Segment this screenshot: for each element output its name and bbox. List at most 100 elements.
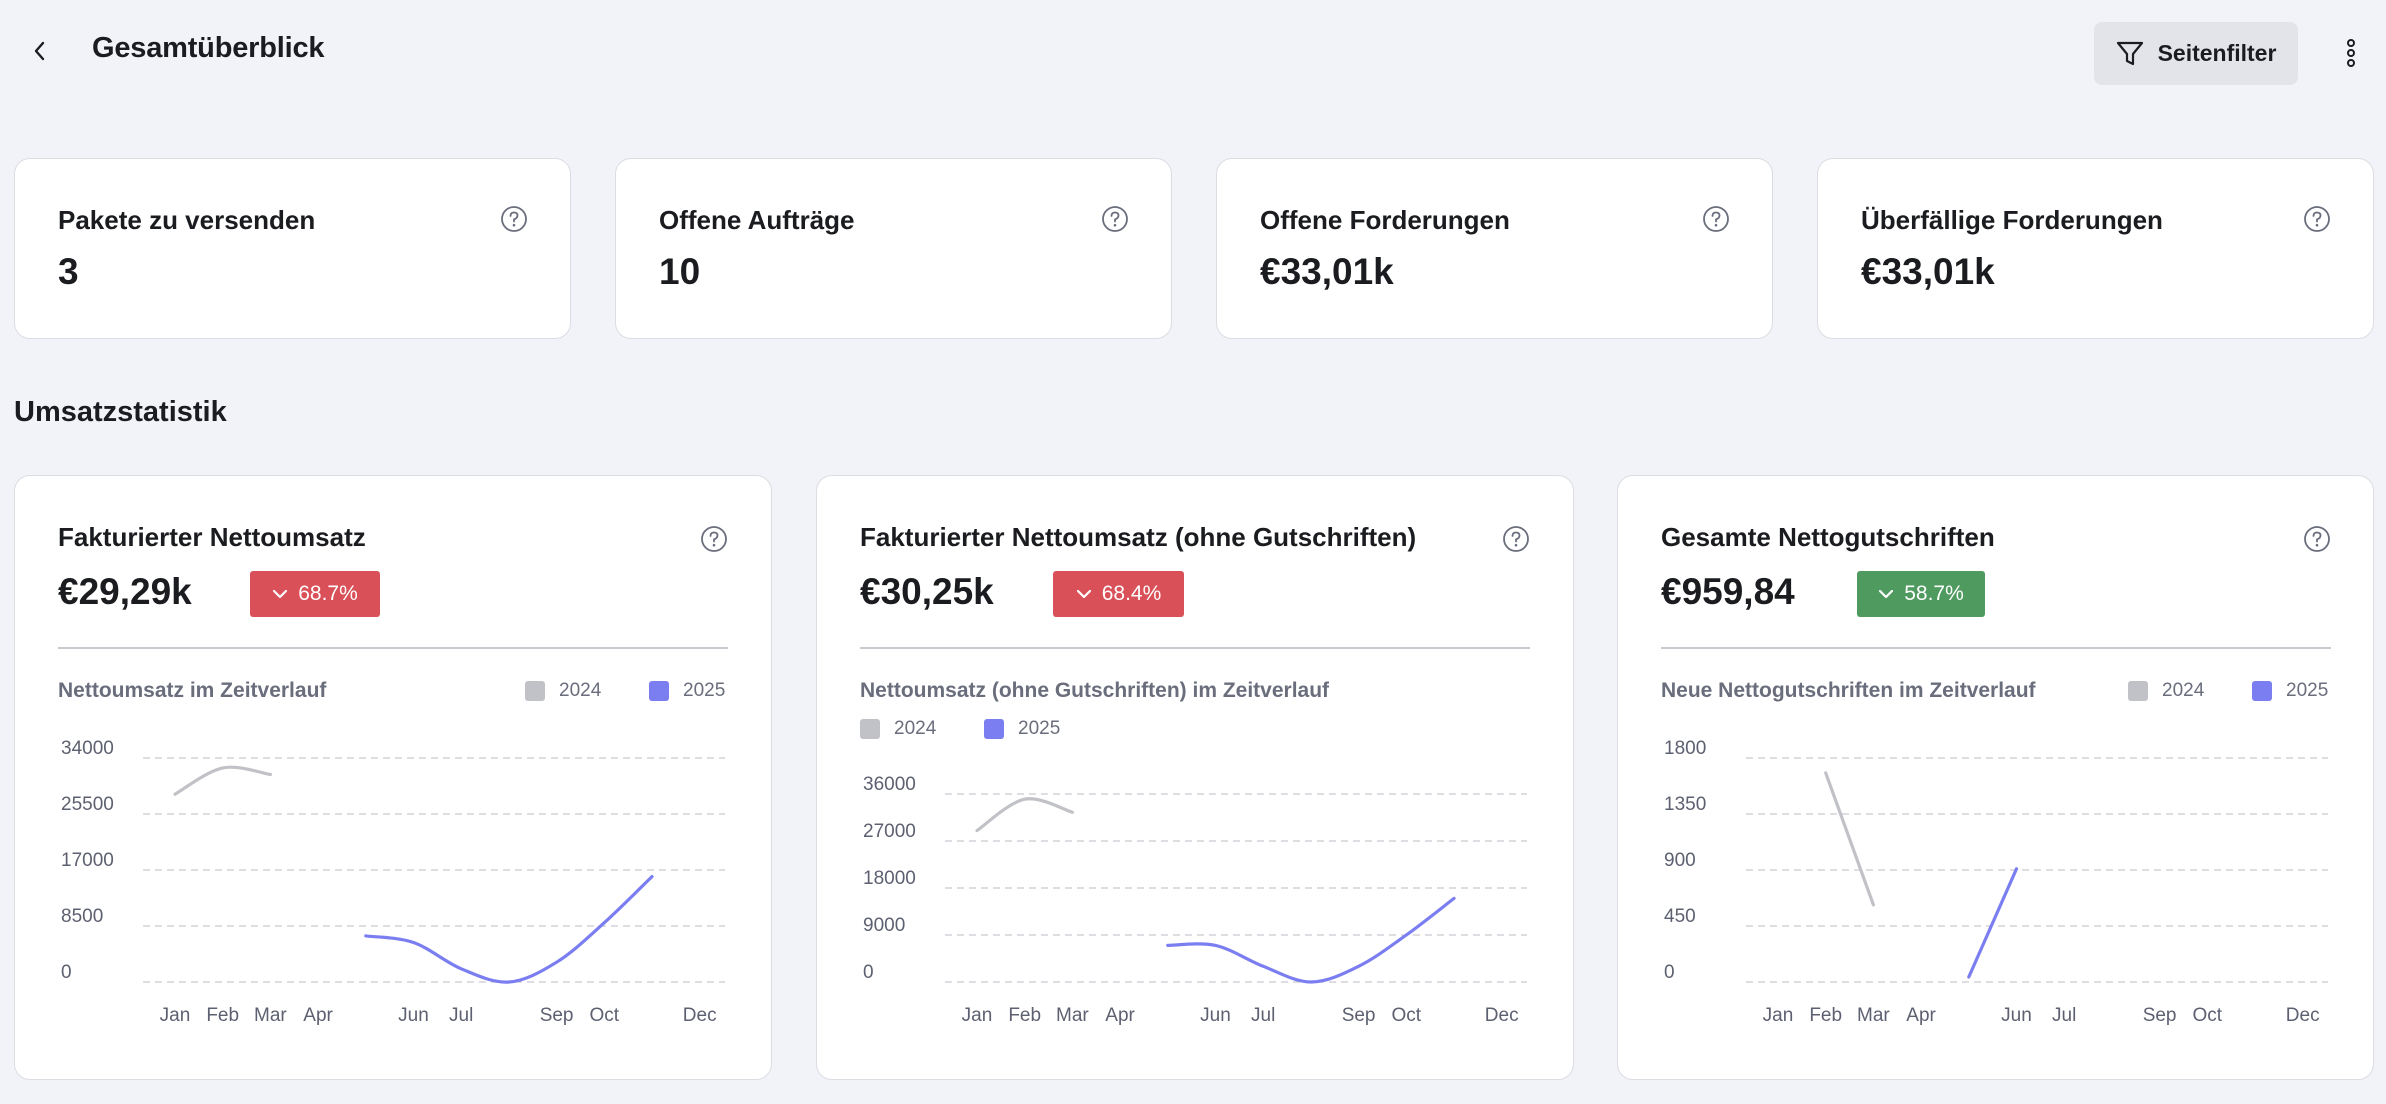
series-line-2024 bbox=[1824, 771, 1875, 907]
legend-item-2025[interactable]: 2025 bbox=[649, 680, 725, 702]
divider bbox=[1661, 647, 2331, 649]
legend-item-2025[interactable]: 2025 bbox=[984, 718, 1060, 740]
chevron-down-icon bbox=[1879, 589, 1894, 599]
legend-swatch bbox=[860, 719, 880, 739]
kpi-label: Offene Forderungen bbox=[1260, 205, 1510, 235]
help-icon[interactable] bbox=[1101, 205, 1129, 233]
y-tick-label: 34000 bbox=[61, 738, 114, 759]
legend-item-2024[interactable]: 2024 bbox=[525, 680, 601, 702]
help-icon[interactable] bbox=[700, 525, 728, 553]
help-icon[interactable] bbox=[1702, 205, 1730, 233]
trend-badge-value: 58.7% bbox=[1904, 582, 1964, 605]
legend-item-2025[interactable]: 2025 bbox=[2252, 680, 2328, 702]
kpi-value: 10 bbox=[659, 251, 701, 292]
vertical-dots-icon bbox=[2347, 39, 2355, 67]
x-tick-label: Dec bbox=[2286, 1005, 2320, 1026]
legend-label: 2025 bbox=[2286, 680, 2329, 701]
trend-badge: 58.7% bbox=[1857, 571, 1985, 617]
x-tick-label: Jan bbox=[1763, 1005, 1794, 1026]
help-icon[interactable] bbox=[1502, 525, 1530, 553]
page-filter-label: Seitenfilter bbox=[2157, 40, 2277, 66]
legend-item-2024[interactable]: 2024 bbox=[860, 718, 936, 740]
legend-label: 2025 bbox=[683, 680, 726, 701]
line-chart: 1800 1350 900 450 0 Jan Feb Mar Apr Jun Jul Sep Oct D… bbox=[1664, 738, 2328, 1026]
x-tick-label: Dec bbox=[683, 1005, 717, 1026]
kpi-card-ueberfaellige-forderungen[interactable]: Überfällige Forderungen €33,01k bbox=[1817, 158, 2374, 339]
x-tick-label: Apr bbox=[1105, 1005, 1135, 1026]
legend-item-2024[interactable]: 2024 bbox=[2128, 680, 2204, 702]
divider bbox=[58, 647, 728, 649]
kpi-card-offene-auftraege[interactable]: Offene Aufträge 10 bbox=[615, 158, 1172, 339]
x-tick-label: Feb bbox=[206, 1005, 239, 1026]
x-tick-label: Feb bbox=[1809, 1005, 1842, 1026]
kpi-card-pakete[interactable]: Pakete zu versenden 3 bbox=[14, 158, 571, 339]
kpi-card-offene-forderungen[interactable]: Offene Forderungen €33,01k bbox=[1216, 158, 1773, 339]
kpi-value: 3 bbox=[58, 251, 79, 292]
help-icon[interactable] bbox=[500, 205, 528, 233]
y-tick-label: 450 bbox=[1664, 906, 1696, 927]
y-tick-label: 18000 bbox=[863, 868, 916, 889]
x-tick-label: Mar bbox=[1857, 1005, 1890, 1026]
more-options-button[interactable] bbox=[2336, 34, 2366, 72]
legend-swatch bbox=[984, 719, 1004, 739]
series-line-2025 bbox=[1166, 896, 1456, 984]
chevron-down-icon bbox=[1076, 589, 1091, 599]
legend-label: 2024 bbox=[894, 718, 937, 739]
card-title: Fakturierter Nettoumsatz bbox=[58, 522, 366, 552]
trend-badge-value: 68.4% bbox=[1101, 582, 1162, 605]
chart-title: Nettoumsatz (ohne Gutschriften) im Zeitv… bbox=[860, 679, 1330, 702]
kpi-value: €33,01k bbox=[1861, 251, 1995, 292]
x-tick-label: Sep bbox=[1342, 1005, 1376, 1026]
x-tick-label: Jul bbox=[449, 1005, 473, 1026]
x-tick-label: Jan bbox=[160, 1005, 191, 1026]
legend-swatch bbox=[525, 681, 545, 701]
kpi-label: Überfällige Forderungen bbox=[1861, 205, 2163, 235]
chevron-left-icon bbox=[34, 41, 45, 61]
page-filter-button[interactable]: Seitenfilter bbox=[2094, 22, 2298, 85]
x-tick-label: Jan bbox=[962, 1005, 993, 1026]
trend-badge: 68.4% bbox=[1053, 571, 1184, 617]
kpi-value: €33,01k bbox=[1260, 251, 1394, 292]
x-tick-label: Jun bbox=[398, 1005, 429, 1026]
line-chart: 36000 27000 18000 9000 0 Jan Feb Mar Apr Jun Jul Se… bbox=[863, 774, 1527, 1026]
y-tick-label: 1350 bbox=[1664, 794, 1706, 815]
x-tick-label: Mar bbox=[1056, 1005, 1089, 1026]
line-chart: 34000 25500 17000 8500 0 Jan Feb Mar Apr Jun Jul Se… bbox=[61, 738, 725, 1026]
y-tick-label: 1800 bbox=[1664, 738, 1706, 759]
x-tick-label: Sep bbox=[540, 1005, 574, 1026]
card-title: Gesamte Nettogutschriften bbox=[1661, 522, 1995, 552]
legend-swatch bbox=[649, 681, 669, 701]
x-tick-label: Oct bbox=[2193, 1005, 2223, 1026]
y-tick-label: 900 bbox=[1664, 850, 1696, 871]
y-tick-label: 17000 bbox=[61, 850, 114, 871]
x-tick-label: Oct bbox=[1392, 1005, 1422, 1026]
x-tick-label: Jun bbox=[2001, 1005, 2032, 1026]
series-line-2024 bbox=[173, 765, 272, 796]
help-icon[interactable] bbox=[2303, 205, 2331, 233]
divider bbox=[860, 647, 1530, 649]
y-tick-label: 9000 bbox=[863, 915, 905, 936]
x-tick-label: Mar bbox=[254, 1005, 287, 1026]
x-tick-label: Feb bbox=[1008, 1005, 1041, 1026]
x-tick-label: Dec bbox=[1485, 1005, 1519, 1026]
x-tick-label: Apr bbox=[303, 1005, 333, 1026]
series-line-2025 bbox=[364, 875, 654, 984]
legend-label: 2025 bbox=[1018, 718, 1061, 739]
back-button[interactable] bbox=[24, 36, 54, 66]
card-value: €29,29k bbox=[58, 571, 192, 612]
y-tick-label: 0 bbox=[1664, 962, 1675, 983]
card-gesamte-nettogutschriften: Gesamte Nettogutschriften €959,84 58.7% … bbox=[1617, 475, 2374, 1080]
legend-swatch bbox=[2252, 681, 2272, 701]
x-tick-label: Apr bbox=[1906, 1005, 1936, 1026]
trend-badge-value: 68.7% bbox=[298, 582, 358, 605]
x-tick-label: Jul bbox=[1251, 1005, 1275, 1026]
x-tick-label: Jul bbox=[2052, 1005, 2076, 1026]
x-tick-label: Oct bbox=[590, 1005, 620, 1026]
chart-title: Nettoumsatz im Zeitverlauf bbox=[58, 679, 327, 702]
y-tick-label: 27000 bbox=[863, 821, 916, 842]
trend-badge: 68.7% bbox=[250, 571, 380, 617]
help-icon[interactable] bbox=[2303, 525, 2331, 553]
card-fakturierter-nettoumsatz: Fakturierter Nettoumsatz €29,29k 68.7% N… bbox=[14, 475, 772, 1080]
legend-swatch bbox=[2128, 681, 2148, 701]
chart-title: Neue Nettogutschriften im Zeitverlauf bbox=[1661, 679, 2036, 702]
